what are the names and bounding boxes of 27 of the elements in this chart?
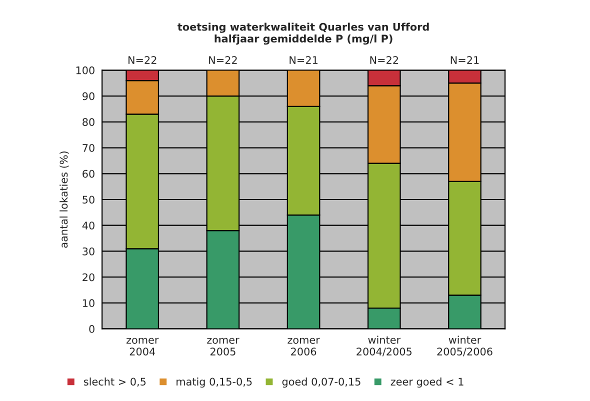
x-tick-label: zomer 2006 bbox=[288, 338, 320, 356]
annotation: N=22 bbox=[128, 56, 156, 64]
legend-label: matig 0,15-0,5 bbox=[176, 378, 252, 388]
x-tick-label: winter 2004/2005 bbox=[356, 336, 412, 356]
legend-label: slecht > 0,5 bbox=[84, 378, 146, 387]
y-tick-label: 40 bbox=[82, 222, 94, 230]
annotation: N=22 bbox=[209, 56, 237, 64]
y-tick-label: 70 bbox=[82, 144, 94, 152]
y-tick-label: 80 bbox=[82, 118, 94, 126]
y-tick-label: 0 bbox=[89, 325, 94, 333]
x-tick-label: zomer 2005 bbox=[207, 338, 240, 356]
y-axis-title: aantal lokaties (%) bbox=[60, 152, 69, 248]
y-tick-label: 100 bbox=[76, 66, 94, 74]
legend-label: zeer goed < 1 bbox=[390, 378, 464, 388]
y-tick-label: 20 bbox=[82, 273, 94, 282]
x-tick-label: winter 2005/2006 bbox=[437, 336, 492, 356]
legend-label: goed 0,07-0,15 bbox=[282, 378, 360, 388]
annotation: N=22 bbox=[370, 56, 398, 64]
y-tick-label: 30 bbox=[82, 247, 94, 256]
y-tick-label: 10 bbox=[83, 299, 94, 308]
chart-title: toetsing waterkwaliteit Quarles van Ufford halfjaar gemiddelde P (mg/l P) bbox=[178, 22, 429, 45]
y-tick-label: 50 bbox=[82, 196, 94, 204]
y-tick-label: 60 bbox=[82, 170, 94, 178]
x-tick-label: zomer 2004 bbox=[126, 338, 159, 356]
y-tick-label: 90 bbox=[82, 92, 94, 100]
annotation: N=21 bbox=[450, 56, 479, 64]
annotation: N=21 bbox=[290, 56, 318, 64]
